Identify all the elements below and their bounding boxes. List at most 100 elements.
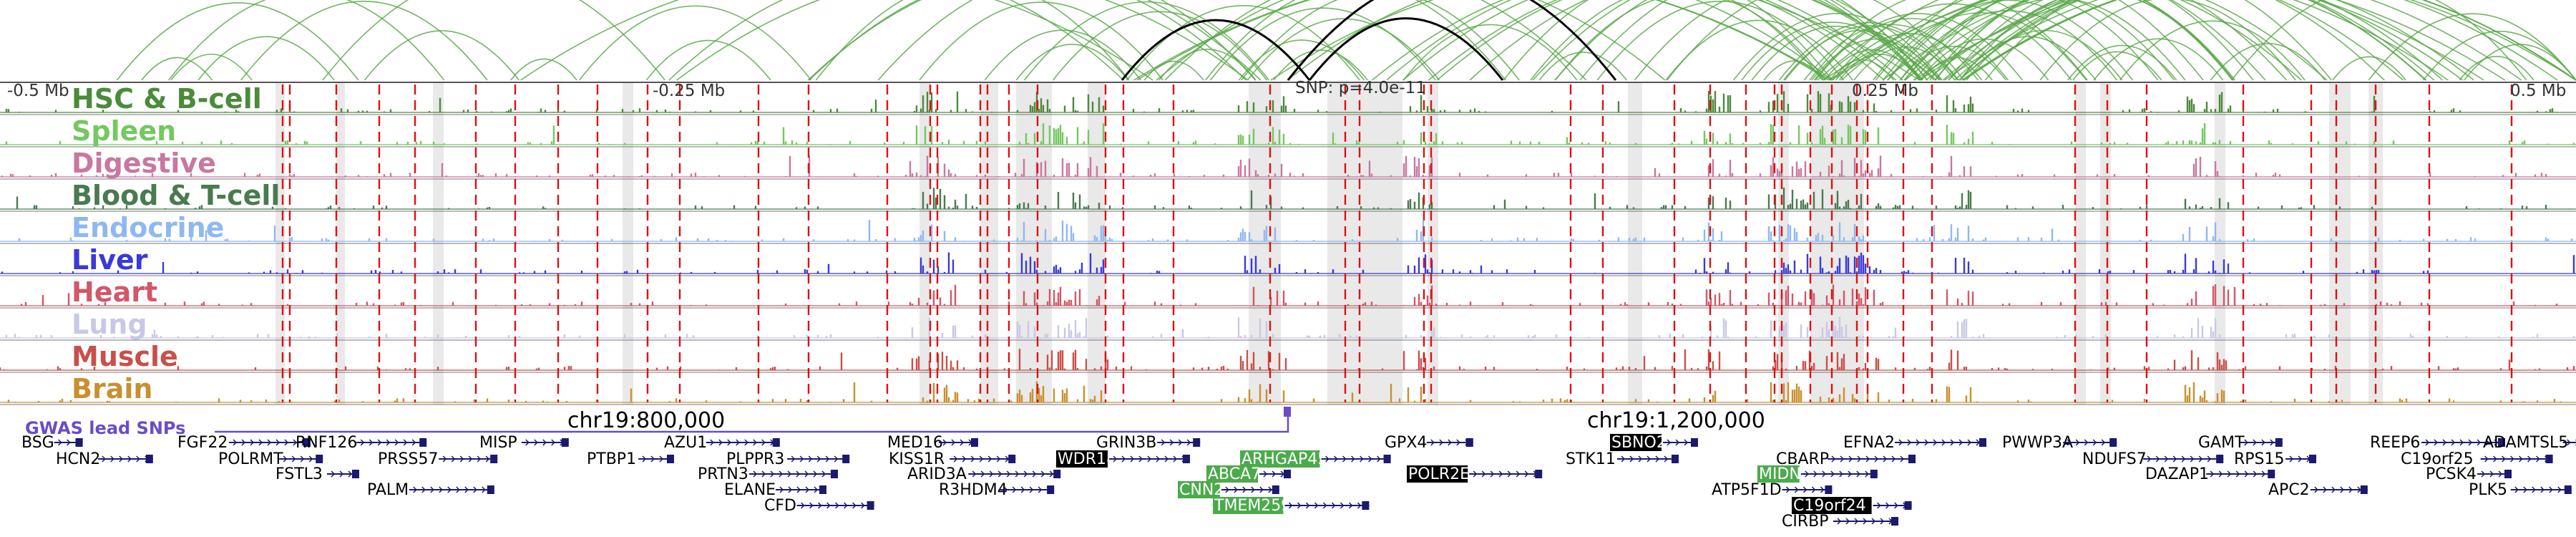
gene: NDUFS7 — [2082, 450, 2224, 468]
loop-arc — [1554, 0, 1826, 81]
loop-arc — [1402, 0, 1903, 81]
gene-exon — [303, 438, 311, 447]
gene-strand-arrows — [2210, 470, 2266, 478]
gene-label: MED16 — [887, 434, 943, 452]
gene-strand-arrows — [2484, 455, 2549, 463]
loop-arc — [1905, 0, 2404, 81]
gene: FGF22 — [177, 434, 311, 452]
gene-exon — [1908, 455, 1916, 463]
loop-arc — [807, 0, 1262, 81]
loop-arc — [1929, 0, 2186, 81]
gene: PALM — [367, 481, 494, 499]
gene: PCSK4 — [2426, 465, 2512, 483]
gene-label: FGF22 — [177, 434, 228, 452]
snp-pvalue-label: SNP: p=4.0e-11 — [1295, 79, 1426, 97]
loop-arc — [1246, 18, 1440, 81]
gene-strand-arrows — [801, 502, 865, 509]
loop-arc — [1948, 0, 2385, 81]
loop-arc — [1904, 0, 2175, 81]
gene-strand-arrows — [2514, 486, 2570, 493]
gene-exon — [842, 455, 850, 463]
loop-arc — [1984, 0, 2332, 81]
loop-arc — [1958, 0, 2426, 81]
gene: PRSS57 — [378, 450, 498, 468]
loop-arc-highlight — [1121, 19, 1311, 81]
track-label: Digestive — [72, 147, 216, 179]
gene-strand-arrows — [642, 455, 673, 463]
loop-arc — [1811, 38, 1941, 81]
gene-exon — [1691, 438, 1698, 447]
signal — [5, 316, 2575, 338]
loop-arc — [1143, 60, 1204, 81]
gene-exon — [772, 438, 780, 447]
gene: ABCA7 — [1206, 465, 1291, 483]
loop-arc — [2464, 44, 2576, 81]
gene-strand-arrows — [1325, 455, 1390, 463]
gene: MED16 — [887, 434, 978, 452]
loop-arc — [1204, 0, 1506, 81]
signal — [16, 188, 2571, 209]
gene-label: DAZAP1 — [2145, 465, 2209, 483]
gene-label-highlight — [1213, 497, 1284, 514]
loop-arc — [322, 0, 665, 81]
loop-arc — [1900, 46, 2007, 81]
chromatin-loop-arcs — [116, 0, 2576, 81]
gene-label: ELANE — [724, 481, 776, 499]
gene-exon — [1047, 485, 1055, 494]
gene: KISS1R — [889, 450, 1016, 468]
loop-arc — [1469, 0, 1935, 81]
gene-strand-arrows — [1621, 455, 1677, 463]
gene-strand-arrows — [1288, 502, 1362, 509]
gene-strand-arrows — [1667, 439, 1697, 446]
track — [0, 284, 2576, 309]
position-axis: -0.5 Mb -0.25 Mb SNP: p=4.0e-11 0.25 Mb … — [0, 79, 2576, 100]
loop-arc — [2332, 56, 2406, 81]
gene-label: PLK5 — [2469, 481, 2507, 499]
gene-label: PCSK4 — [2426, 465, 2477, 483]
gene-exon — [667, 455, 674, 463]
gene: ARHGAP45 — [1240, 450, 1391, 468]
gene-label: PWWP3A — [2002, 434, 2073, 452]
loop-arc — [1913, 0, 2576, 81]
gene-label-highlight — [1240, 450, 1320, 468]
track-label: Liver — [72, 244, 148, 276]
loop-arc — [1803, 24, 1979, 81]
loop-arc — [2039, 0, 2296, 81]
gene: DAZAP1 — [2145, 465, 2275, 483]
gene-exon — [1672, 455, 1679, 463]
gene-strand-arrows — [2244, 439, 2274, 446]
gene-label: EFNA2 — [1843, 434, 1895, 452]
gene-strand-arrows — [283, 455, 322, 463]
loop-arc — [984, 29, 1142, 81]
loop-arc — [520, 0, 1153, 81]
loop-arc — [1238, 39, 1365, 81]
track — [0, 188, 2576, 212]
gene-exon — [1891, 517, 1898, 526]
gene-strand-arrows — [791, 455, 847, 463]
gene-label: ATP5F1D — [1712, 481, 1782, 499]
gene-label: KISS1R — [889, 450, 945, 468]
loop-arc — [167, 0, 445, 81]
gene-exon — [2545, 455, 2553, 463]
loop-arc — [2093, 38, 2224, 81]
gene-strand-arrows — [442, 455, 490, 463]
loop-arc — [1164, 0, 1587, 81]
loop-arc — [1402, 24, 1578, 81]
loop-arc — [1887, 0, 2266, 81]
loop-arc-highlight — [1287, 0, 1617, 81]
gene-label: ARID3A — [907, 465, 967, 483]
gene-label: WDR18 — [1058, 450, 1116, 468]
gene: HCN2 — [56, 450, 153, 468]
gene-exon — [145, 455, 153, 463]
track-label: Brain — [72, 373, 152, 405]
gene-exon — [1870, 470, 1878, 478]
gene-label-highlight — [1792, 497, 1872, 514]
track-label: HSC & B-cell — [72, 83, 262, 115]
track-label: Heart — [72, 276, 157, 308]
gwas-snp-lines — [281, 84, 2513, 402]
gene-strand-arrows — [360, 439, 425, 446]
gene-strand-arrows — [2067, 439, 2114, 446]
loop-arc — [170, 54, 253, 81]
loop-arc — [1830, 0, 2506, 81]
